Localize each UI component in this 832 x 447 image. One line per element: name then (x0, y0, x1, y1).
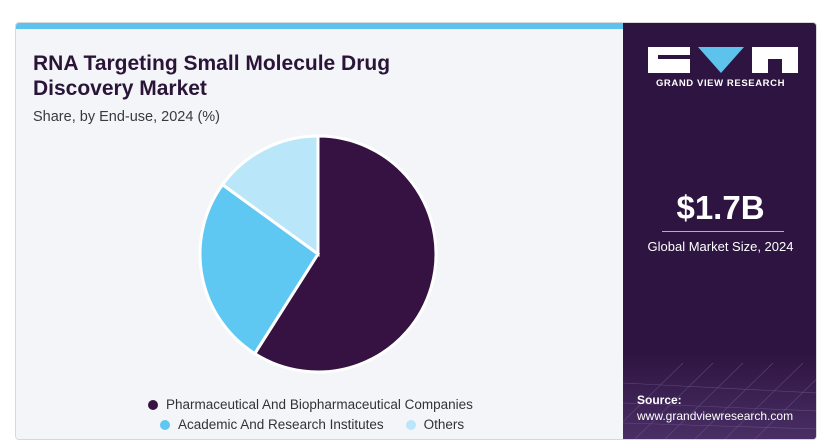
legend-label-pharma: Pharmaceutical And Biopharmaceutical Com… (166, 397, 473, 412)
chart-subtitle: Share, by End-use, 2024 (%) (33, 109, 220, 125)
market-size-value: $1.7B (676, 189, 765, 226)
legend-label-others: Others (423, 417, 465, 432)
source-url: www.grandviewresearch.com (637, 409, 794, 423)
brand-name: GRAND VIEW RESEARCH (655, 78, 786, 89)
source-background-pattern (623, 353, 816, 439)
pie-slice-others (220, 134, 320, 257)
legend-row-1: Pharmaceutical And Biopharmaceutical Com… (148, 397, 495, 412)
pie-chart (198, 134, 438, 374)
legend-item-academic: Academic And Research Institutes (160, 417, 384, 432)
legend-item-others: Others (405, 417, 465, 432)
legend-swatch-others (405, 419, 416, 430)
infographic-card: RNA Targeting Small Molecule Drug Discov… (15, 22, 817, 440)
legend-item-pharma: Pharmaceutical And Biopharmaceutical Com… (148, 397, 473, 412)
legend-swatch-pharma (148, 399, 158, 410)
brand-logo (648, 47, 798, 73)
legend-label-academic: Academic And Research Institutes (178, 417, 384, 432)
sidebar-panel: GRAND VIEW RESEARCH $1.7B Global Market … (623, 23, 816, 439)
legend-swatch-academic (160, 419, 170, 430)
value-divider (662, 231, 784, 232)
chart-panel: RNA Targeting Small Molecule Drug Discov… (16, 23, 623, 439)
pie-slice-pharma (252, 134, 438, 374)
pie-slice-academic (198, 182, 321, 356)
source-label: Source: (637, 393, 682, 407)
chart-title: RNA Targeting Small Molecule Drug Discov… (33, 52, 391, 100)
legend-row-2: Academic And Research Institutes Others (160, 417, 486, 432)
market-size-label: Global Market Size, 2024 (647, 239, 794, 254)
